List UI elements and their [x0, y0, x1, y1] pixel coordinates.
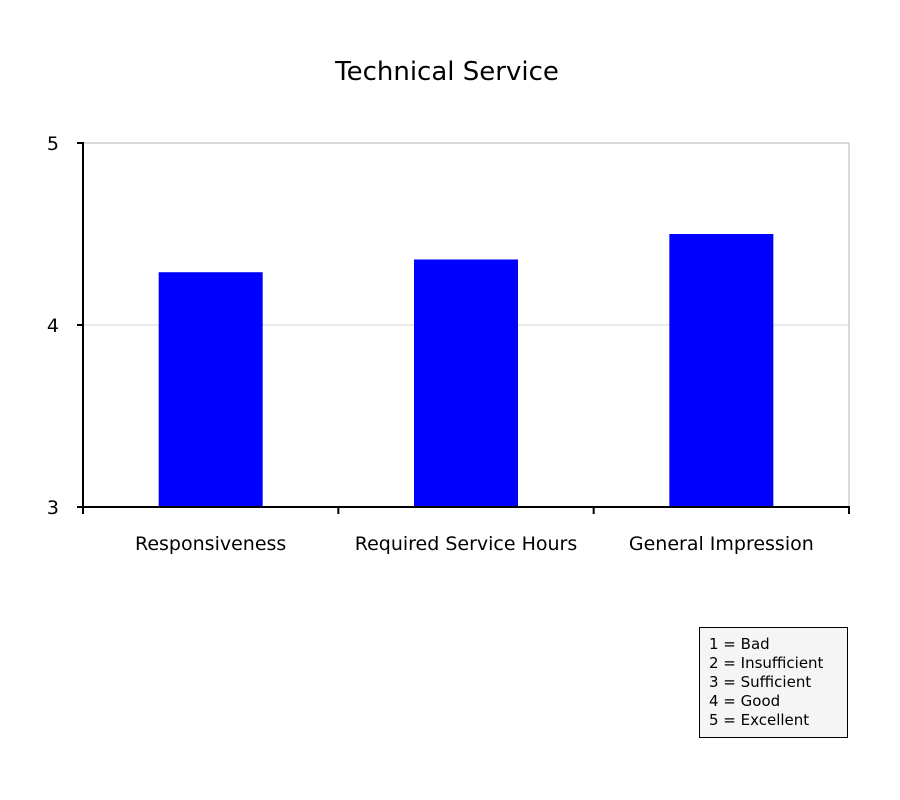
x-axis-ticks: Responsiveness Required Service Hours Gene…	[82, 507, 850, 555]
legend-item-1: 1 = Bad	[709, 635, 770, 653]
scale-legend: 1 = Bad 2 = Insufficient 3 = Sufficient …	[699, 627, 848, 738]
y-tick-label-1: 4	[47, 315, 59, 337]
chart-title: Technical Service	[334, 57, 559, 87]
category-label-1: Required Service Hours	[355, 533, 578, 555]
category-label-2: General Impression	[629, 533, 814, 555]
legend-item-4: 4 = Good	[709, 692, 781, 710]
category-label-0: Responsiveness	[135, 533, 286, 555]
y-tick-label-2: 5	[47, 133, 59, 155]
y-tick-label-0: 3	[47, 497, 59, 519]
legend-item-5: 5 = Excellent	[709, 711, 810, 729]
y-axis-ticks: 3 4 5	[47, 133, 83, 519]
bar-1	[414, 259, 518, 507]
legend-item-3: 3 = Sufficient	[709, 673, 812, 691]
bars	[158, 234, 774, 507]
bar-0	[158, 272, 263, 507]
legend-item-2: 2 = Insufficient	[709, 654, 824, 672]
bar-2	[669, 234, 774, 507]
